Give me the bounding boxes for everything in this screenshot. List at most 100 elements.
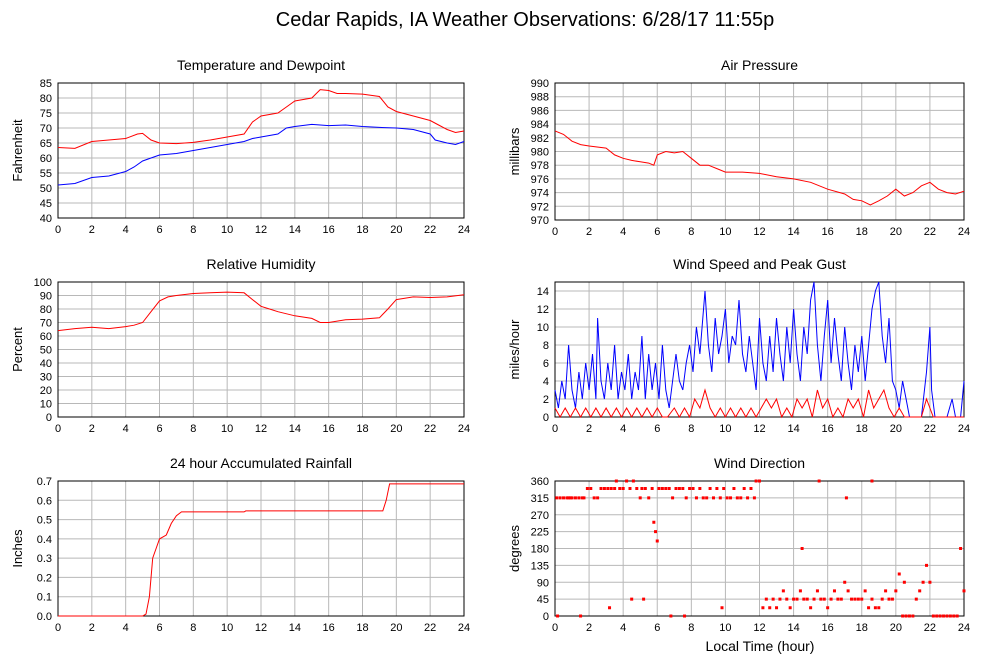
wind-xtick-label: 10 bbox=[719, 423, 731, 435]
dir-point bbox=[725, 496, 729, 500]
temp-ytick-label: 40 bbox=[40, 213, 52, 225]
dir-point bbox=[805, 597, 809, 601]
wind-xtick-label: 2 bbox=[586, 423, 592, 435]
temp-ytick-label: 65 bbox=[40, 138, 52, 150]
pressure-xtick-label: 8 bbox=[688, 226, 694, 238]
temp-xtick-label: 8 bbox=[190, 224, 196, 236]
dir-point bbox=[691, 487, 695, 490]
temp-xtick-label: 24 bbox=[458, 224, 470, 236]
dir-point bbox=[802, 597, 806, 601]
dir-point bbox=[667, 487, 671, 490]
dir-point bbox=[902, 580, 906, 584]
dir-xtick-label: 20 bbox=[890, 622, 902, 634]
pressure-ytick-label: 988 bbox=[531, 92, 549, 104]
dir-point bbox=[589, 487, 593, 490]
dir-point bbox=[585, 487, 589, 490]
dir-point bbox=[768, 606, 772, 610]
dir-point bbox=[599, 487, 603, 490]
temp-chart: 0 2 4 6 8 10 12 14 16 18 20 22 244045505560657075808… bbox=[10, 57, 470, 236]
dir-point bbox=[681, 487, 685, 490]
dir-point bbox=[635, 487, 639, 490]
dir-point bbox=[694, 496, 698, 500]
rh-ylabel: Percent bbox=[10, 327, 25, 372]
rh-plot-frame bbox=[57, 281, 465, 418]
pressure-ytick-label: 974 bbox=[531, 188, 549, 200]
wind-title: Wind Speed and Peak Gust bbox=[673, 256, 846, 272]
dir-point bbox=[749, 487, 753, 490]
pressure-plot-frame bbox=[554, 82, 965, 221]
wind-plot-frame bbox=[554, 281, 965, 418]
pressure-xtick-label: 4 bbox=[620, 226, 626, 238]
dir-point bbox=[628, 487, 632, 490]
pressure-xtick-label: 12 bbox=[753, 226, 765, 238]
dir-xtick-label: 24 bbox=[958, 622, 970, 634]
dir-point bbox=[870, 597, 874, 601]
pressure-xtick-label: 2 bbox=[586, 226, 592, 238]
dir-point bbox=[647, 496, 651, 500]
rh-ytick-label: 70 bbox=[40, 318, 52, 330]
dir-point bbox=[746, 496, 750, 500]
dir-point bbox=[732, 487, 736, 490]
dir-point bbox=[788, 606, 792, 610]
dir-point bbox=[945, 614, 949, 618]
dir-point bbox=[705, 496, 709, 500]
rain-xtick-label: 20 bbox=[390, 622, 402, 634]
rain-ytick-label: 0.7 bbox=[37, 476, 52, 488]
dir-point bbox=[867, 606, 871, 610]
rain-xtick-label: 6 bbox=[156, 622, 162, 634]
pressure-xtick-label: 22 bbox=[924, 226, 936, 238]
temp-ytick-label: 75 bbox=[40, 108, 52, 120]
rh-xtick-label: 24 bbox=[458, 423, 470, 435]
pressure-ytick-label: 976 bbox=[531, 174, 549, 186]
dir-point bbox=[642, 597, 646, 601]
wind-xtick-label: 24 bbox=[958, 423, 970, 435]
rh-ytick-label: 20 bbox=[40, 385, 52, 397]
rain-xtick-label: 18 bbox=[356, 622, 368, 634]
dir-point bbox=[846, 589, 850, 593]
wind-xtick-label: 4 bbox=[620, 423, 626, 435]
dir-xtick-label: 2 bbox=[586, 622, 592, 634]
temp-ylabel: Fahrenheit bbox=[10, 119, 25, 182]
rh-xtick-label: 18 bbox=[356, 423, 368, 435]
pressure-ytick-label: 990 bbox=[531, 78, 549, 90]
dir-point bbox=[894, 589, 898, 593]
wind-ytick-label: 12 bbox=[537, 304, 549, 316]
rain-ytick-label: 0.0 bbox=[37, 611, 52, 623]
dir-point bbox=[640, 487, 644, 490]
dir-point bbox=[907, 614, 911, 618]
temp-title: Temperature and Dewpoint bbox=[177, 57, 345, 73]
wind-xtick-label: 20 bbox=[890, 423, 902, 435]
temp-series-line bbox=[57, 123, 465, 186]
dir-point bbox=[880, 597, 884, 601]
wind-xtick-label: 18 bbox=[856, 423, 868, 435]
rh-xtick-label: 12 bbox=[255, 423, 267, 435]
dir-point bbox=[664, 487, 668, 490]
dir-point bbox=[671, 496, 675, 500]
dir-point bbox=[630, 597, 634, 601]
rh-ytick-label: 60 bbox=[40, 331, 52, 343]
rh-xtick-label: 14 bbox=[289, 423, 301, 435]
dir-point bbox=[904, 614, 908, 618]
rain-xtick-label: 4 bbox=[123, 622, 129, 634]
dir-point bbox=[775, 606, 779, 610]
dir-point bbox=[674, 487, 678, 490]
dir-point bbox=[579, 614, 583, 618]
dir-point bbox=[959, 547, 963, 550]
dir-point bbox=[836, 597, 840, 601]
pressure-ytick-label: 980 bbox=[531, 147, 549, 159]
dir-point bbox=[739, 496, 743, 500]
dir-point bbox=[715, 487, 719, 490]
dir-point bbox=[914, 597, 918, 601]
dir-point bbox=[863, 589, 867, 593]
pressure-ylabel: millibars bbox=[507, 127, 522, 175]
dir-point bbox=[722, 487, 726, 490]
dir-point bbox=[592, 496, 596, 500]
dir-chart: 0 2 4 6 8 10 12 14 16 18 20 22 240459013518022527031… bbox=[507, 455, 970, 634]
dir-point bbox=[856, 597, 860, 601]
rain-ytick-label: 0.5 bbox=[37, 515, 52, 527]
dir-xtick-label: 14 bbox=[787, 622, 799, 634]
rain-xtick-label: 2 bbox=[89, 622, 95, 634]
dir-point bbox=[621, 487, 625, 490]
